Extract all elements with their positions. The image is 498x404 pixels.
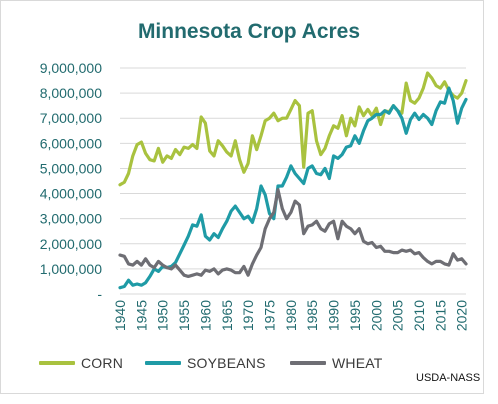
y-tick-label: 8,000,000 — [40, 85, 102, 101]
x-tick-label: 1990 — [326, 300, 342, 331]
x-tick-label: 1975 — [262, 300, 278, 331]
legend-label-soybeans: SOYBEANS — [187, 355, 266, 371]
x-tick-label: 2000 — [368, 300, 384, 331]
x-axis: 1940 1945 1950 1955 1960 1965 1970 1975 1980 1985… — [112, 300, 470, 331]
x-tick-label: 1960 — [197, 300, 213, 331]
x-tick-label: 2010 — [411, 300, 427, 331]
y-tick-label: 6,000,000 — [40, 135, 102, 151]
y-tick-label: 2,000,000 — [40, 236, 102, 252]
series-line-soybeans — [118, 86, 468, 290]
legend-swatch-wheat — [290, 361, 326, 365]
x-tick-label: 1985 — [304, 300, 320, 331]
x-tick-label: 1945 — [133, 300, 149, 331]
chart-title: Minnesota Crop Acres — [137, 20, 361, 43]
x-tick-label: 1955 — [176, 300, 192, 331]
series-lines — [118, 71, 468, 290]
y-axis: - 1,000,000 2,000,000 3,000,000 4,000,000 5,0… — [40, 60, 103, 302]
x-tick-label: 1965 — [219, 300, 235, 331]
x-tick-label: 2020 — [454, 300, 470, 331]
series-line-corn — [118, 71, 468, 187]
y-tick-label: 4,000,000 — [40, 186, 102, 202]
x-tick-label: 1995 — [347, 300, 363, 331]
x-tick-label: 1940 — [112, 300, 128, 331]
y-tick-label: - — [97, 286, 102, 302]
x-tick-label: 2015 — [432, 300, 448, 331]
legend-swatch-corn — [39, 361, 75, 365]
y-tick-label: 9,000,000 — [40, 60, 102, 76]
series-line-wheat — [118, 188, 468, 278]
y-tick-label: 1,000,000 — [40, 261, 102, 277]
y-tick-label: 7,000,000 — [40, 110, 102, 126]
x-tick-label: 2005 — [390, 300, 406, 331]
legend-swatch-soybeans — [145, 361, 181, 365]
legend: CORN SOYBEANS WHEAT — [0, 355, 400, 375]
source-note: USDA-NASS — [416, 372, 481, 384]
x-tick-label: 1980 — [283, 300, 299, 331]
legend-label-wheat: WHEAT — [332, 355, 383, 371]
chart-frame — [0, 0, 484, 394]
legend-item-wheat: WHEAT — [290, 355, 383, 371]
x-tick-label: 1950 — [155, 300, 171, 331]
legend-label-corn: CORN — [81, 355, 124, 371]
y-tick-label: 5,000,000 — [40, 160, 102, 176]
legend-item-corn: CORN — [39, 355, 123, 371]
x-tick-label: 1970 — [240, 300, 256, 331]
gridlines — [120, 67, 466, 295]
legend-item-soybeans: SOYBEANS — [145, 355, 266, 371]
y-tick-label: 3,000,000 — [40, 211, 102, 227]
